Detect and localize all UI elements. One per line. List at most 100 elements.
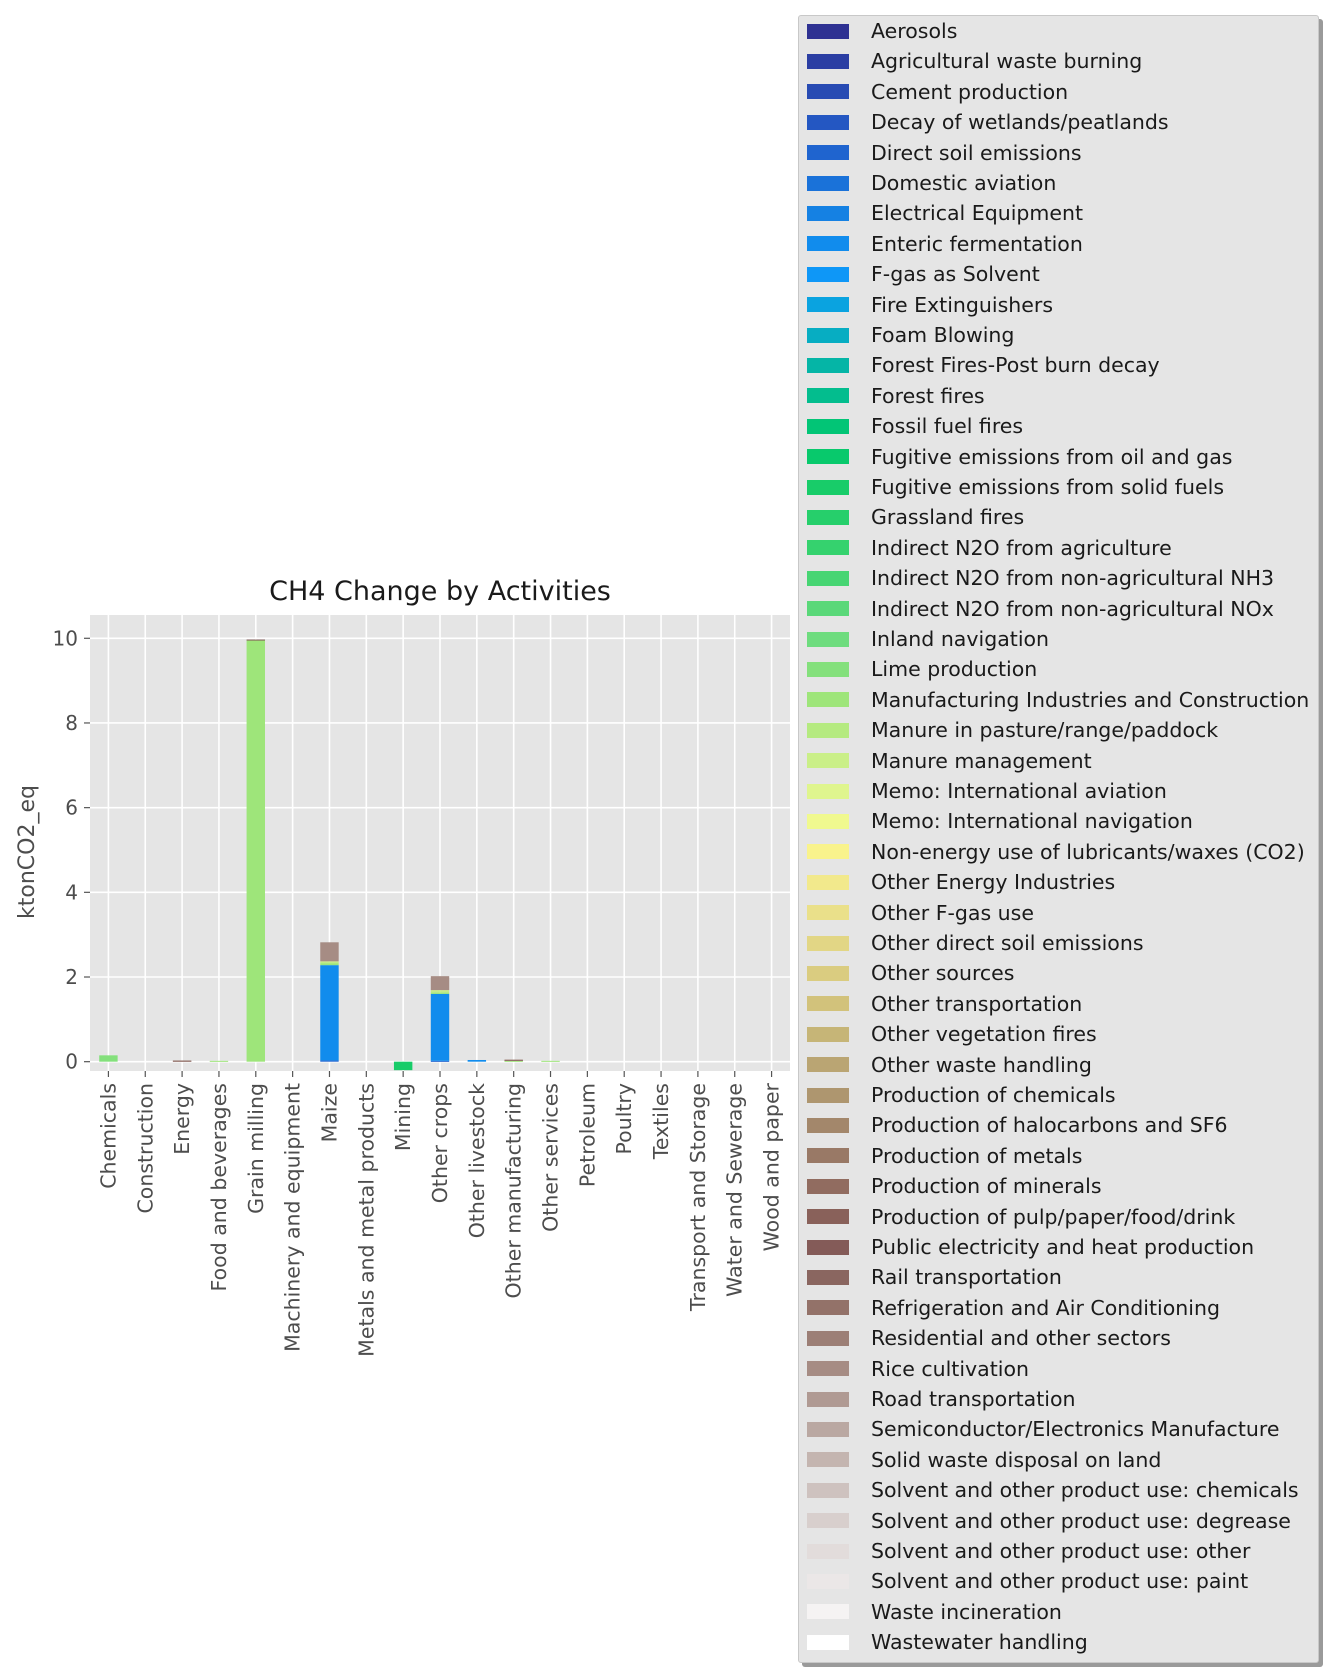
- legend-label: Production of pulp/paper/food/drink: [871, 1204, 1236, 1229]
- legend-item: Production of pulp/paper/food/drink: [807, 1205, 1235, 1229]
- legend-item: Aerosols: [807, 19, 957, 43]
- legend-label: Other Energy Industries: [871, 870, 1116, 895]
- legend-item: Non-energy use of lubricants/waxes (CO2): [807, 840, 1305, 864]
- legend-item: Manufacturing Industries and Constructio…: [807, 688, 1309, 712]
- legend-label: Rail transportation: [871, 1265, 1062, 1290]
- legend-item: Enteric fermentation: [807, 232, 1083, 256]
- legend-swatch: [807, 844, 849, 860]
- legend-item: Waste incineration: [807, 1600, 1062, 1624]
- bar-segment: [209, 1060, 229, 1062]
- legend-item: Fossil fuel fires: [807, 414, 1023, 438]
- legend-swatch: [807, 114, 849, 130]
- legend-label: Manure in pasture/range/paddock: [871, 718, 1219, 743]
- chart-legend: Aerosols Agricultural waste burning Cement…: [798, 15, 1319, 1663]
- legend-swatch: [807, 905, 849, 921]
- bar-segment: [320, 942, 339, 962]
- legend-swatch: [807, 783, 849, 799]
- legend-item: Solvent and other product use: other: [807, 1539, 1250, 1563]
- chart-title: CH4 Change by Activities: [269, 576, 611, 607]
- legend-item: Other vegetation fires: [807, 1022, 1097, 1046]
- bar-segment: [430, 991, 450, 993]
- legend-label: Solvent and other product use: paint: [871, 1569, 1249, 1594]
- legend-swatch: [807, 297, 849, 313]
- legend-swatch: [807, 1361, 849, 1377]
- x-tick-label: Metals and metal products: [354, 1083, 378, 1357]
- legend-item: Wastewater handling: [807, 1630, 1088, 1654]
- legend-item: Foam Blowing: [807, 323, 1014, 347]
- legend-swatch: [807, 965, 849, 981]
- legend-item: Memo: International aviation: [807, 779, 1167, 803]
- legend-label: Other direct soil emissions: [871, 931, 1144, 955]
- legend-item: Lime production: [807, 657, 1037, 681]
- legend-swatch: [807, 1482, 849, 1498]
- x-tick-label: Other services: [539, 1083, 563, 1232]
- legend-swatch: [807, 1148, 849, 1164]
- x-tick-label: Textiles: [649, 1083, 673, 1160]
- legend-swatch: [807, 1452, 849, 1468]
- legend-label: Memo: International aviation: [871, 779, 1167, 803]
- legend-item: Other sources: [807, 961, 1014, 985]
- legend-item: Direct soil emissions: [807, 141, 1082, 165]
- legend-label: Road transportation: [871, 1387, 1076, 1411]
- x-tick-label: Machinery and equipment: [281, 1083, 305, 1352]
- legend-swatch: [807, 1178, 849, 1194]
- legend-swatch: [807, 1269, 849, 1285]
- legend-swatch: [807, 1057, 849, 1073]
- legend-swatch: [807, 145, 849, 161]
- x-tick-label: Other livestock: [465, 1083, 489, 1238]
- legend-label: Semiconductor/Electronics Manufacture: [871, 1417, 1280, 1442]
- bar-segment: [99, 1055, 118, 1062]
- legend-label: Lime production: [871, 657, 1038, 682]
- legend-label: F-gas as Solvent: [871, 262, 1040, 287]
- legend-swatch: [807, 874, 849, 890]
- legend-swatch: [807, 1543, 849, 1559]
- bar-segment: [467, 1059, 487, 1062]
- legend-item: Manure management: [807, 749, 1092, 773]
- legend-swatch: [807, 631, 849, 647]
- x-tick-label: Poultry: [612, 1083, 636, 1154]
- bar-segment: [504, 1059, 523, 1061]
- legend-swatch: [807, 996, 849, 1012]
- legend-label: Domestic aviation: [871, 171, 1057, 195]
- legend-item: Agricultural waste burning: [807, 49, 1142, 73]
- legend-item: Solvent and other product use: chemicals: [807, 1478, 1299, 1502]
- legend-label: Direct soil emissions: [871, 140, 1082, 165]
- bar-segment: [430, 990, 450, 992]
- x-tick-label: Transport and Storage: [686, 1083, 710, 1312]
- legend-swatch: [807, 175, 849, 191]
- legend-item: Rice cultivation: [807, 1357, 1029, 1381]
- legend-swatch: [807, 722, 849, 738]
- legend-label: Production of chemicals: [871, 1083, 1116, 1107]
- y-axis-ticks: 0 2 4 6 8 10: [53, 626, 90, 1074]
- legend-label: Production of halocarbons and SF6: [871, 1113, 1228, 1138]
- legend-swatch: [807, 1634, 849, 1650]
- legend-label: Wastewater handling: [871, 1630, 1088, 1655]
- legend-swatch: [807, 935, 849, 951]
- x-tick-label: Other manufacturing: [502, 1083, 526, 1298]
- legend-item: Indirect N2O from non-agricultural NH3: [807, 566, 1274, 590]
- legend-swatch: [807, 1421, 849, 1437]
- legend-label: Non-energy use of lubricants/waxes (CO2): [871, 839, 1305, 864]
- y-axis-label: ktonCO2_eq: [15, 785, 40, 919]
- legend-swatch: [807, 479, 849, 495]
- legend-label: Solvent and other product use: chemicals: [871, 1478, 1299, 1503]
- legend-label: Manufacturing Industries and Constructio…: [871, 687, 1310, 712]
- bar-segment: [430, 992, 450, 994]
- legend-item: Inland navigation: [807, 627, 1049, 651]
- legend-label: Aerosols: [871, 19, 958, 43]
- legend-swatch: [807, 205, 849, 221]
- legend-item: Production of halocarbons and SF6: [807, 1113, 1228, 1137]
- legend-label: Enteric fermentation: [871, 231, 1083, 256]
- legend-item: Grassland fires: [807, 505, 1024, 529]
- legend-swatch: [807, 813, 849, 829]
- legend-label: Memo: International navigation: [871, 809, 1193, 834]
- legend-swatch: [807, 418, 849, 434]
- legend-swatch: [807, 753, 849, 769]
- bar-segment: [246, 639, 265, 641]
- bar-group: [99, 639, 560, 1071]
- x-tick-label: Construction: [133, 1083, 157, 1214]
- legend-item: Forest fires: [807, 384, 985, 408]
- legend-swatch: [807, 1209, 849, 1225]
- legend-swatch: [807, 327, 849, 343]
- legend-item: Production of minerals: [807, 1174, 1102, 1198]
